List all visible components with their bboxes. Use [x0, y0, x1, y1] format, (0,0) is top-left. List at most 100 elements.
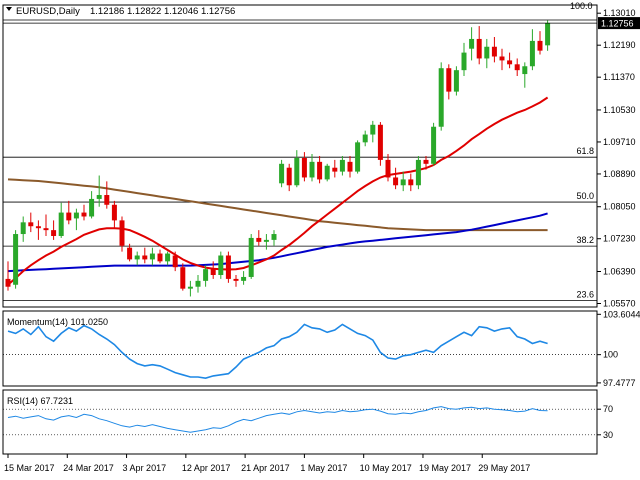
candle-body-bear: [233, 278, 239, 281]
candle-body-bull: [522, 66, 528, 75]
rsi-axis-label: 30: [603, 430, 613, 440]
candle-body-bear: [537, 40, 543, 51]
momentum-line: [7, 323, 548, 380]
candle-body-bear: [104, 195, 110, 205]
candle-body-bear: [499, 56, 505, 61]
candle-body-bear: [66, 212, 72, 221]
candle-body-bear: [446, 68, 452, 92]
candle-body-bull: [271, 234, 277, 240]
momentum-panel-frame: [2, 310, 598, 387]
candle-body-bear: [28, 222, 34, 227]
candle-body-bull: [339, 159, 345, 172]
price-axis-label: 1.13010: [603, 8, 636, 18]
candle-body-bull: [241, 276, 247, 281]
candle-body-bear: [347, 161, 353, 172]
price-axis-label: 1.11370: [603, 72, 635, 82]
rsi-axis-label: 70: [603, 404, 613, 414]
sma20-line: [7, 96, 549, 286]
sma200-line: [7, 178, 548, 232]
rsi-line: [7, 406, 548, 433]
candle-body-bear: [476, 38, 482, 59]
candle-body-bull: [218, 255, 224, 276]
x-axis-label: 19 May 2017: [419, 463, 471, 473]
candle-body-bear: [225, 255, 231, 279]
candle-body-bull: [263, 239, 269, 242]
fib-level-label: 50.0: [576, 191, 594, 201]
price-axis-label: 1.10530: [603, 105, 636, 115]
price-axis-label: 1.09710: [603, 137, 636, 147]
candle-body-bear: [332, 167, 338, 172]
candle-body-bull: [453, 70, 459, 92]
candle-body-bull: [324, 165, 330, 180]
candle-body-bear: [119, 220, 125, 246]
candle-body-bear: [51, 230, 57, 236]
price-axis-label: 1.06390: [603, 266, 636, 276]
candle-body-bear: [35, 226, 41, 229]
price-axis-label: 1.08050: [603, 202, 636, 212]
candle-body-bull: [20, 222, 26, 235]
candle-body-bull: [149, 253, 155, 260]
x-axis-label: 10 May 2017: [360, 463, 412, 473]
candle-body-bull: [195, 280, 201, 287]
candle-body-bull: [13, 234, 19, 285]
momentum-axis-label: 97.4777: [603, 378, 636, 388]
candle-body-bull: [203, 269, 209, 281]
candle-body-bull: [248, 237, 254, 277]
price-axis-label: 1.07230: [603, 234, 636, 244]
candle-body-bull: [400, 179, 406, 186]
top-marker-label: 100.0: [570, 1, 593, 11]
candle-body-bear: [180, 267, 186, 289]
candle-body-bear: [111, 204, 117, 221]
fib-level-label: 61.8: [576, 146, 594, 156]
candle-body-bull: [309, 161, 315, 178]
current-price-tag: [598, 17, 640, 30]
candle-body-bull: [415, 159, 421, 186]
fib-level-label: 23.6: [576, 289, 594, 299]
candle-body-bear: [393, 177, 399, 186]
candle-body-bear: [385, 159, 391, 178]
x-axis-label: 29 May 2017: [478, 463, 530, 473]
candle-body-bull: [469, 38, 475, 49]
momentum-label: Momentum(14) 101.0250: [7, 317, 108, 327]
candle-body-bull: [279, 163, 285, 184]
candle-body-bear: [514, 64, 520, 71]
candle-body-bear: [423, 159, 429, 164]
momentum-axis-label: 103.6044: [603, 309, 640, 319]
price-axis-label: 1.05570: [603, 298, 636, 308]
candle-body-bear: [317, 161, 323, 180]
candle-body-bear: [5, 278, 11, 287]
candle-body-bull: [529, 40, 535, 67]
rsi-label: RSI(14) 67.7231: [7, 396, 73, 406]
candle-body-bear: [507, 60, 513, 65]
candle-body-bear: [127, 247, 133, 260]
candle-body-bear: [157, 253, 163, 262]
x-axis-label: 21 Apr 2017: [241, 463, 290, 473]
candle-body-bull: [89, 198, 95, 217]
fib-level-label: 38.2: [576, 235, 594, 245]
current-price-text: 1.12756: [601, 19, 634, 29]
symbol-info: EURUSD,Daily: [16, 6, 80, 17]
candle-body-bear: [172, 255, 178, 268]
x-axis-label: 15 Mar 2017: [4, 463, 55, 473]
candle-body-bear: [301, 157, 307, 178]
candle-body-bear: [256, 237, 262, 242]
price-axis-label: 1.08890: [603, 169, 636, 179]
candle-body-bull: [355, 142, 361, 172]
candle-body-bull: [134, 255, 140, 260]
candle-body-bull: [187, 286, 193, 289]
rsi-panel-frame: [2, 389, 598, 455]
x-axis-label: 3 Apr 2017: [123, 463, 167, 473]
candle-body-bull: [73, 212, 79, 219]
x-axis-label: 24 Mar 2017: [63, 463, 114, 473]
candle-body-bear: [43, 228, 49, 231]
candle-body-bear: [210, 269, 216, 276]
x-axis-label: 1 May 2017: [300, 463, 347, 473]
candle-body-bull: [165, 253, 171, 262]
candle-body-bear: [377, 124, 383, 160]
candle-body-bull: [362, 134, 368, 143]
candle-body-bear: [408, 179, 414, 186]
candle-body-bear: [142, 255, 148, 260]
price-panel-frame: [2, 4, 598, 308]
momentum-axis-label: 100: [603, 350, 618, 360]
